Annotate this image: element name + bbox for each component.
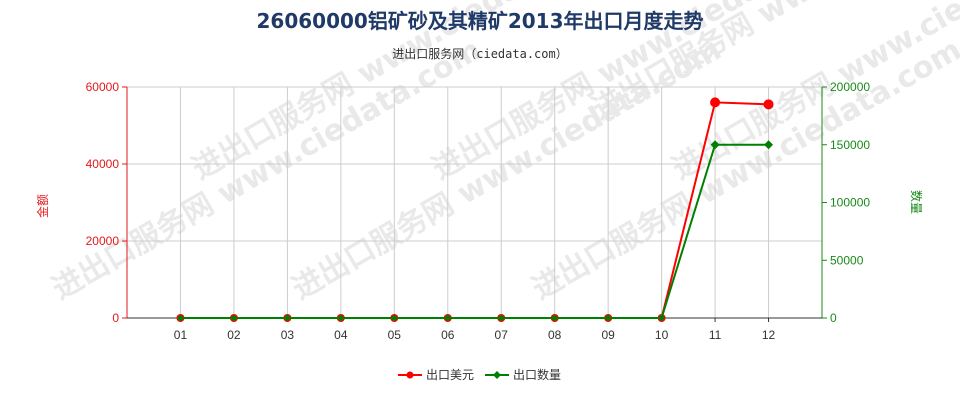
data-point-usd (763, 99, 774, 110)
x-tick-label: 04 (334, 328, 348, 342)
left-axis-ticks: 0 20000 40000 60000 (86, 80, 127, 325)
x-tick-label: 05 (388, 328, 402, 342)
data-point-qty (176, 314, 184, 322)
data-point-qty (337, 314, 345, 322)
left-tick-label: 60000 (86, 80, 120, 94)
data-point-qty (551, 314, 559, 322)
right-axis-ticks: 0 50000 100000 150000 200000 (822, 80, 870, 325)
x-tick-label: 02 (227, 328, 241, 342)
legend-item-qty[interactable]: 出口数量 (485, 367, 561, 382)
x-tick-label: 12 (762, 328, 776, 342)
x-tick-label: 08 (548, 328, 562, 342)
data-point-usd (710, 97, 721, 108)
series (176, 97, 774, 322)
x-tick-label: 01 (174, 328, 188, 342)
chart-title: 26060000铝矿砂及其精矿2013年出口月度走势 (257, 9, 704, 33)
legend-item-usd[interactable]: 出口美元 (398, 368, 474, 382)
right-tick-label: 200000 (830, 80, 870, 94)
data-point-qty (230, 314, 238, 322)
data-point-qty (604, 314, 612, 322)
legend-label-usd: 出口美元 (426, 368, 474, 382)
right-axis-title: 数量 (909, 190, 924, 214)
right-tick-label: 150000 (830, 138, 870, 152)
left-tick-label: 40000 (86, 157, 120, 171)
x-axis-ticks: 01 02 03 04 05 06 07 08 09 10 11 12 (174, 318, 776, 342)
left-tick-label: 20000 (86, 234, 120, 248)
right-tick-label: 0 (830, 311, 837, 325)
legend-label-qty: 出口数量 (513, 367, 561, 382)
data-point-qty (390, 314, 398, 322)
x-tick-label: 03 (281, 328, 295, 342)
series-line-qty (180, 143, 769, 319)
legend: 出口美元 出口数量 (398, 367, 561, 382)
left-tick-label: 0 (112, 311, 119, 325)
x-tick-label: 09 (601, 328, 615, 342)
data-point-qty (658, 314, 666, 322)
left-axis-title: 金额 (35, 194, 50, 218)
data-point-qty (764, 140, 774, 150)
data-point-qty (444, 314, 452, 322)
data-point-qty (710, 140, 720, 150)
x-tick-label: 11 (709, 328, 722, 342)
x-tick-label: 07 (495, 328, 509, 342)
x-tick-label: 10 (655, 328, 669, 342)
right-tick-label: 50000 (830, 253, 864, 267)
x-tick-label: 06 (441, 328, 455, 342)
chart-subtitle: 进出口服务网（ciedata.com） (392, 46, 567, 61)
data-point-qty (497, 314, 505, 322)
right-tick-label: 100000 (830, 196, 870, 210)
data-point-qty (283, 314, 291, 322)
